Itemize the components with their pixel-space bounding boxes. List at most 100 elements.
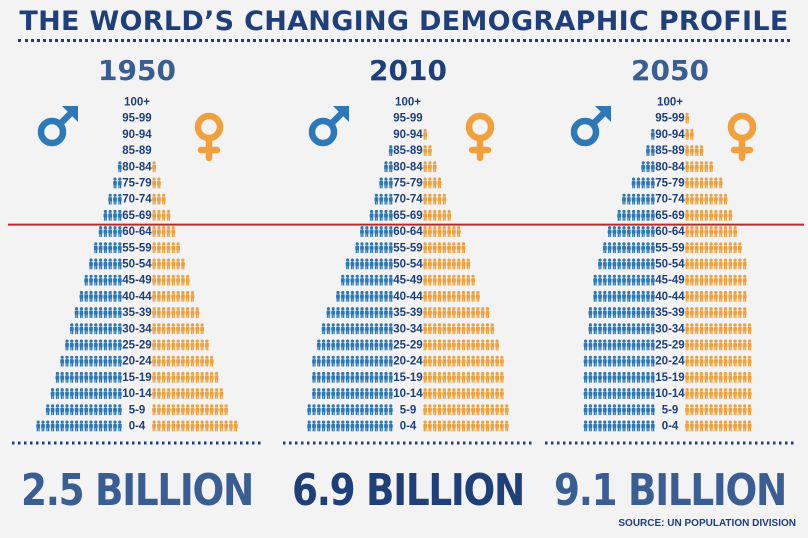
male-person-icon <box>622 371 626 383</box>
female-person-icon <box>704 226 709 237</box>
age-label: 90-94 <box>393 129 423 141</box>
female-person-icon <box>480 355 485 367</box>
male-person-icon <box>108 258 113 270</box>
female-person-icon <box>733 420 737 432</box>
male-person-icon <box>617 209 622 221</box>
age-label: 95-99 <box>122 113 151 125</box>
female-person-icon <box>442 290 447 302</box>
female-person-icon <box>733 274 737 286</box>
male-person-icon <box>607 258 612 270</box>
female-symbol-icon <box>194 112 224 162</box>
male-person-icon <box>641 420 646 432</box>
female-person-icon <box>432 161 437 173</box>
male-person-icon <box>65 420 69 432</box>
male-person-icon <box>360 226 364 237</box>
female-symbol-icon <box>727 112 757 162</box>
female-person-icon <box>714 323 718 335</box>
male-person-icon <box>631 420 636 432</box>
male-person-icon <box>641 242 646 254</box>
male-person-icon <box>364 420 369 432</box>
female-person-icon <box>718 226 723 237</box>
female-person-icon <box>171 420 176 432</box>
age-label: 55-59 <box>122 242 151 254</box>
source-note: SOURCE: UN POPULATION DIVISION <box>618 518 796 529</box>
female-person-icon <box>466 371 471 383</box>
male-person-icon <box>384 420 388 432</box>
female-person-icon <box>171 307 176 318</box>
female-person-icon <box>456 258 461 270</box>
male-person-icon <box>89 323 93 335</box>
male-person-icon <box>65 388 69 399</box>
female-person-icon <box>714 388 718 399</box>
female-person-icon <box>423 371 427 383</box>
female-person-icon <box>709 226 713 237</box>
male-person-icon <box>340 404 345 416</box>
female-person-icon <box>723 388 728 399</box>
male-person-icon <box>384 404 388 416</box>
female-person-icon <box>166 290 171 302</box>
male-person-icon <box>641 404 646 416</box>
male-person-icon <box>646 404 650 416</box>
age-label: 95-99 <box>655 113 684 125</box>
female-person-icon <box>709 420 713 432</box>
male-person-icon <box>650 161 655 173</box>
male-person-icon <box>336 404 340 416</box>
female-person-icon <box>742 274 747 286</box>
female-person-icon <box>185 355 190 367</box>
female-person-icon <box>723 290 728 302</box>
male-person-icon <box>388 226 393 237</box>
female-person-icon <box>690 177 694 189</box>
female-person-icon <box>718 420 723 432</box>
female-person-icon <box>471 323 475 335</box>
male-person-icon <box>321 388 326 399</box>
age-label: 90-94 <box>655 129 685 141</box>
male-person-icon <box>388 339 393 351</box>
female-person-icon <box>181 355 185 367</box>
female-person-icon <box>456 355 461 367</box>
female-person-icon <box>171 242 176 254</box>
female-person-icon <box>495 420 499 432</box>
female-person-icon <box>209 420 214 432</box>
female-person-icon <box>442 371 447 383</box>
female-person-icon <box>685 323 689 335</box>
age-label: 65-69 <box>122 210 151 222</box>
female-person-icon <box>723 242 728 254</box>
female-person-icon <box>709 404 713 416</box>
male-person-icon <box>588 404 593 416</box>
female-person-icon <box>233 420 238 432</box>
female-person-icon <box>723 355 728 367</box>
male-person-icon <box>650 193 655 205</box>
male-person-icon <box>622 209 626 221</box>
female-person-icon <box>704 209 709 221</box>
male-person-icon <box>336 339 340 351</box>
female-person-icon <box>205 371 209 383</box>
female-person-icon <box>723 307 728 318</box>
female-person-icon <box>219 388 224 399</box>
female-person-icon <box>437 193 442 205</box>
female-person-icon <box>709 258 713 270</box>
male-person-icon <box>374 323 379 335</box>
female-person-icon <box>685 388 689 399</box>
female-person-icon <box>157 355 161 367</box>
male-person-icon <box>326 404 331 416</box>
female-person-icon <box>704 404 709 416</box>
female-person-icon <box>728 404 733 416</box>
female-person-icon <box>480 307 485 318</box>
female-person-icon <box>437 307 442 318</box>
female-person-icon <box>694 258 699 270</box>
female-person-icon <box>733 404 737 416</box>
female-person-icon <box>452 323 456 335</box>
male-person-icon <box>79 339 84 351</box>
male-person-icon <box>350 323 355 335</box>
male-person-icon <box>350 355 355 367</box>
female-person-icon <box>461 274 466 286</box>
female-person-icon <box>423 177 427 189</box>
male-person-icon <box>79 404 84 416</box>
male-person-icon <box>631 242 636 254</box>
female-person-icon <box>428 242 432 254</box>
male-person-icon <box>89 290 93 302</box>
male-person-icon <box>607 242 612 254</box>
male-person-icon <box>379 388 384 399</box>
female-person-icon <box>456 420 461 432</box>
female-person-icon <box>685 290 689 302</box>
